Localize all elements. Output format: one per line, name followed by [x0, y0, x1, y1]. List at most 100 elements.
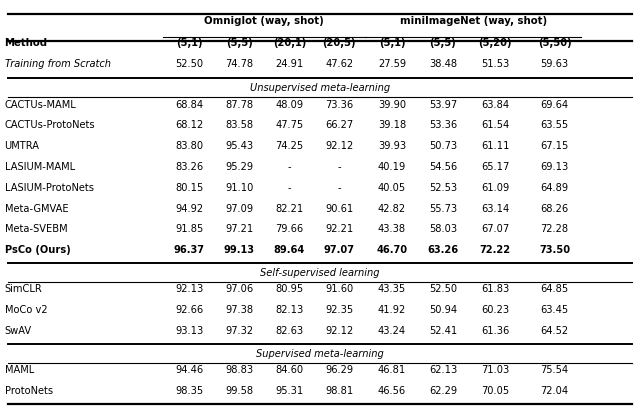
Text: UMTRA: UMTRA [4, 141, 40, 151]
Text: 63.55: 63.55 [540, 120, 568, 130]
Text: 39.18: 39.18 [378, 120, 406, 130]
Text: 54.56: 54.56 [429, 162, 457, 172]
Text: 91.85: 91.85 [175, 224, 204, 235]
Text: 41.92: 41.92 [378, 305, 406, 315]
Text: 64.52: 64.52 [540, 326, 568, 336]
Text: 43.35: 43.35 [378, 284, 406, 294]
Text: 97.21: 97.21 [225, 224, 253, 235]
Text: 92.21: 92.21 [325, 224, 353, 235]
Text: SimCLR: SimCLR [4, 284, 42, 294]
Text: 97.38: 97.38 [225, 305, 253, 315]
Text: 24.91: 24.91 [275, 60, 303, 69]
Text: 61.11: 61.11 [481, 141, 509, 151]
Text: 97.32: 97.32 [225, 326, 253, 336]
Text: 93.13: 93.13 [175, 326, 204, 336]
Text: 64.89: 64.89 [540, 183, 568, 193]
Text: 60.23: 60.23 [481, 305, 509, 315]
Text: 82.63: 82.63 [275, 326, 303, 336]
Text: 67.07: 67.07 [481, 224, 509, 235]
Text: (5,5): (5,5) [429, 37, 456, 48]
Text: 72.04: 72.04 [540, 386, 568, 396]
Text: (5,1): (5,1) [379, 37, 405, 48]
Text: 72.22: 72.22 [479, 245, 511, 255]
Text: 82.21: 82.21 [275, 204, 303, 214]
Text: PsCo (Ours): PsCo (Ours) [4, 245, 70, 255]
Text: 63.14: 63.14 [481, 204, 509, 214]
Text: 92.35: 92.35 [325, 305, 353, 315]
Text: 68.84: 68.84 [175, 99, 204, 110]
Text: 43.38: 43.38 [378, 224, 406, 235]
Text: 55.73: 55.73 [429, 204, 457, 214]
Text: 92.66: 92.66 [175, 305, 204, 315]
Text: 68.26: 68.26 [540, 204, 568, 214]
Text: 51.53: 51.53 [481, 60, 509, 69]
Text: ProtoNets: ProtoNets [4, 386, 52, 396]
Text: 91.60: 91.60 [325, 284, 353, 294]
Text: 47.75: 47.75 [275, 120, 303, 130]
Text: Self-supervised learning: Self-supervised learning [260, 268, 380, 278]
Text: 59.63: 59.63 [540, 60, 568, 69]
Text: 84.60: 84.60 [275, 365, 303, 375]
Text: (5,50): (5,50) [538, 37, 572, 48]
Text: 80.95: 80.95 [275, 284, 303, 294]
Text: 92.12: 92.12 [325, 326, 353, 336]
Text: 58.03: 58.03 [429, 224, 457, 235]
Text: 72.28: 72.28 [540, 224, 568, 235]
Text: 39.93: 39.93 [378, 141, 406, 151]
Text: 50.73: 50.73 [429, 141, 457, 151]
Text: 91.10: 91.10 [225, 183, 253, 193]
Text: MoCo v2: MoCo v2 [4, 305, 47, 315]
Text: 63.45: 63.45 [540, 305, 568, 315]
Text: -: - [287, 183, 291, 193]
Text: 39.90: 39.90 [378, 99, 406, 110]
Text: 95.31: 95.31 [275, 386, 303, 396]
Text: 97.07: 97.07 [324, 245, 355, 255]
Text: -: - [287, 162, 291, 172]
Text: 61.54: 61.54 [481, 120, 509, 130]
Text: 74.25: 74.25 [275, 141, 303, 151]
Text: Training from Scratch: Training from Scratch [4, 60, 111, 69]
Text: 94.46: 94.46 [175, 365, 204, 375]
Text: 71.03: 71.03 [481, 365, 509, 375]
Text: 74.78: 74.78 [225, 60, 253, 69]
Text: 62.29: 62.29 [429, 386, 457, 396]
Text: 98.35: 98.35 [175, 386, 204, 396]
Text: 62.13: 62.13 [429, 365, 457, 375]
Text: Meta-GMVAE: Meta-GMVAE [4, 204, 68, 214]
Text: 70.05: 70.05 [481, 386, 509, 396]
Text: 69.64: 69.64 [540, 99, 568, 110]
Text: 52.41: 52.41 [429, 326, 457, 336]
Text: Unsupervised meta-learning: Unsupervised meta-learning [250, 83, 390, 93]
Text: 75.54: 75.54 [540, 365, 568, 375]
Text: (20,5): (20,5) [323, 37, 356, 48]
Text: 46.81: 46.81 [378, 365, 406, 375]
Text: 61.09: 61.09 [481, 183, 509, 193]
Text: 46.56: 46.56 [378, 386, 406, 396]
Text: 27.59: 27.59 [378, 60, 406, 69]
Text: 38.48: 38.48 [429, 60, 457, 69]
Text: 69.13: 69.13 [540, 162, 568, 172]
Text: 52.50: 52.50 [429, 284, 457, 294]
Text: 83.26: 83.26 [175, 162, 204, 172]
Text: 90.61: 90.61 [325, 204, 353, 214]
Text: (5,20): (5,20) [479, 37, 512, 48]
Text: 40.19: 40.19 [378, 162, 406, 172]
Text: 96.37: 96.37 [174, 245, 205, 255]
Text: 95.29: 95.29 [225, 162, 253, 172]
Text: CACTUs-ProtoNets: CACTUs-ProtoNets [4, 120, 95, 130]
Text: CACTUs-MAML: CACTUs-MAML [4, 99, 76, 110]
Text: LASIUM-ProtoNets: LASIUM-ProtoNets [4, 183, 93, 193]
Text: 97.06: 97.06 [225, 284, 253, 294]
Text: Method: Method [4, 37, 48, 48]
Text: MAML: MAML [4, 365, 34, 375]
Text: 43.24: 43.24 [378, 326, 406, 336]
Text: 83.80: 83.80 [175, 141, 204, 151]
Text: 66.27: 66.27 [325, 120, 353, 130]
Text: 63.84: 63.84 [481, 99, 509, 110]
Text: Meta-SVEBM: Meta-SVEBM [4, 224, 67, 235]
Text: 99.13: 99.13 [223, 245, 255, 255]
Text: 63.26: 63.26 [428, 245, 458, 255]
Text: 97.09: 97.09 [225, 204, 253, 214]
Text: 61.36: 61.36 [481, 326, 509, 336]
Text: 95.43: 95.43 [225, 141, 253, 151]
